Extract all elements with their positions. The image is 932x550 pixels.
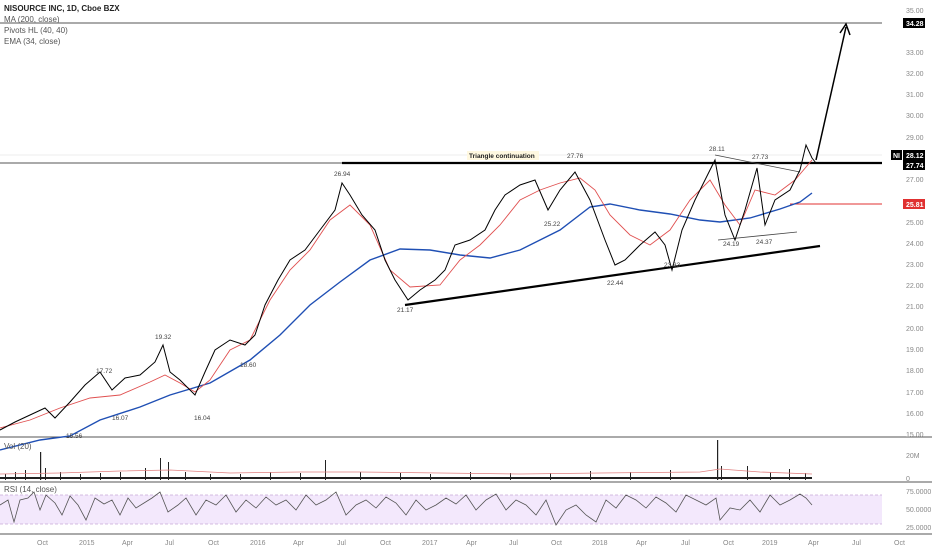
time-tick: 2016 xyxy=(250,540,266,547)
chart-legend: NISOURCE INC, 1D, Cboe BZX MA (200, clos… xyxy=(4,3,120,47)
svg-text:16.07: 16.07 xyxy=(112,415,129,422)
rsi-tick: 50.0000 xyxy=(906,507,931,514)
inner-triangle-lower[interactable] xyxy=(717,231,798,241)
time-tick: Apr xyxy=(293,540,305,547)
svg-text:NI: NI xyxy=(893,153,900,160)
resistance-price-tag: 27.74 xyxy=(903,160,925,170)
support-trendline[interactable] xyxy=(404,244,821,307)
rsi-band xyxy=(0,495,882,524)
volume-tick: 20M xyxy=(906,453,920,460)
price-tick: 21.00 xyxy=(906,304,924,311)
time-tick: Jul xyxy=(681,540,690,547)
price-tick: 24.00 xyxy=(906,241,924,248)
svg-text:25.22: 25.22 xyxy=(544,221,561,228)
ma200-line xyxy=(0,192,813,451)
svg-text:19.32: 19.32 xyxy=(155,334,172,341)
svg-text:26.94: 26.94 xyxy=(334,171,351,178)
symbol-badge: NI xyxy=(891,150,902,160)
time-tick: Apr xyxy=(466,540,478,547)
price-tick: 15.00 xyxy=(906,432,924,439)
inner-triangle-upper[interactable] xyxy=(714,154,801,173)
ma200-price-tag: 25.81 xyxy=(903,199,925,209)
svg-text:18.60: 18.60 xyxy=(240,362,257,369)
price-series xyxy=(0,143,817,431)
rsi-line xyxy=(0,491,813,526)
price-tick: 25.00 xyxy=(906,220,924,227)
svg-text:27.73: 27.73 xyxy=(752,154,769,161)
svg-text:25.81: 25.81 xyxy=(906,202,924,209)
price-tick: 32.00 xyxy=(906,71,924,78)
time-tick: Jul xyxy=(509,540,518,547)
svg-text:Triangle continuation: Triangle continuation xyxy=(469,153,535,160)
svg-text:17.72: 17.72 xyxy=(96,368,113,375)
time-tick: Apr xyxy=(122,540,134,547)
time-axis[interactable]: Oct 2015 Apr Jul Oct 2016 Apr Jul Oct 20… xyxy=(37,540,905,547)
price-tick: 17.00 xyxy=(906,390,924,397)
price-tick: 20.00 xyxy=(906,326,924,333)
time-tick: Oct xyxy=(208,540,219,547)
svg-text:22.44: 22.44 xyxy=(607,280,624,287)
time-tick: 2015 xyxy=(79,540,95,547)
svg-text:28.11: 28.11 xyxy=(709,146,725,153)
time-tick: Oct xyxy=(551,540,562,547)
svg-text:16.04: 16.04 xyxy=(194,415,211,422)
svg-text:28.12: 28.12 xyxy=(906,153,924,160)
legend-ema34[interactable]: EMA (34, close) xyxy=(4,37,61,46)
last-price-tag: 28.12 xyxy=(903,150,925,160)
price-tick: 18.00 xyxy=(906,368,924,375)
price-tick: 22.00 xyxy=(906,283,924,290)
rsi-pane-label[interactable]: RSI (14, close) xyxy=(4,485,57,494)
price-tick: 33.00 xyxy=(906,50,924,57)
price-tick: 30.00 xyxy=(906,113,924,120)
time-tick: Jul xyxy=(165,540,174,547)
time-tick: Oct xyxy=(894,540,905,547)
price-tick: 35.00 xyxy=(906,8,924,15)
price-tick: 31.00 xyxy=(906,92,924,99)
time-tick: Jul xyxy=(852,540,861,547)
svg-text:15.56: 15.56 xyxy=(66,433,83,440)
time-tick: Apr xyxy=(808,540,820,547)
target-arrow[interactable] xyxy=(815,26,847,161)
svg-text:27.76: 27.76 xyxy=(567,153,584,160)
arrow-head-icon xyxy=(839,22,851,36)
price-tick: 19.00 xyxy=(906,347,924,354)
chart-title[interactable]: NISOURCE INC, 1D, Cboe BZX xyxy=(4,4,120,13)
price-tick: 23.00 xyxy=(906,262,924,269)
time-tick: 2017 xyxy=(422,540,438,547)
rsi-tick: 75.0000 xyxy=(906,489,931,496)
price-tick: 29.00 xyxy=(906,135,924,142)
time-tick: Apr xyxy=(636,540,648,547)
target-price-tag: 34.28 xyxy=(903,18,925,28)
time-tick: Jul xyxy=(337,540,346,547)
svg-text:24.37: 24.37 xyxy=(756,239,773,246)
triangle-continuation-label[interactable]: Triangle continuation xyxy=(467,151,539,160)
ema34-line xyxy=(0,159,813,429)
price-tick: 27.00 xyxy=(906,177,924,184)
svg-text:21.17: 21.17 xyxy=(397,307,414,314)
price-tick: 16.00 xyxy=(906,411,924,418)
rsi-tick: 25.0000 xyxy=(906,525,931,532)
legend-ma200[interactable]: MA (200, close) xyxy=(4,15,60,24)
time-tick: 2019 xyxy=(762,540,778,547)
pivot-labels: 15.56 17.72 16.07 19.32 16.04 18.60 26.9… xyxy=(66,146,773,440)
price-axis[interactable]: 35.00 33.00 32.00 31.00 30.00 29.00 27.0… xyxy=(906,8,924,439)
time-tick: Oct xyxy=(380,540,391,547)
svg-text:23.33: 23.33 xyxy=(664,262,681,269)
svg-text:34.28: 34.28 xyxy=(906,21,924,28)
svg-text:27.74: 27.74 xyxy=(906,163,924,170)
volume-pane-label[interactable]: Vol (20) xyxy=(4,442,32,451)
time-tick: Oct xyxy=(37,540,48,547)
volume-ma-line xyxy=(0,468,813,475)
time-tick: 2018 xyxy=(592,540,608,547)
volume-tick: 0 xyxy=(906,476,910,483)
volume-bars xyxy=(5,440,806,480)
time-tick: Oct xyxy=(723,540,734,547)
svg-text:24.19: 24.19 xyxy=(723,241,740,248)
legend-pivots[interactable]: Pivots HL (40, 40) xyxy=(4,26,68,35)
